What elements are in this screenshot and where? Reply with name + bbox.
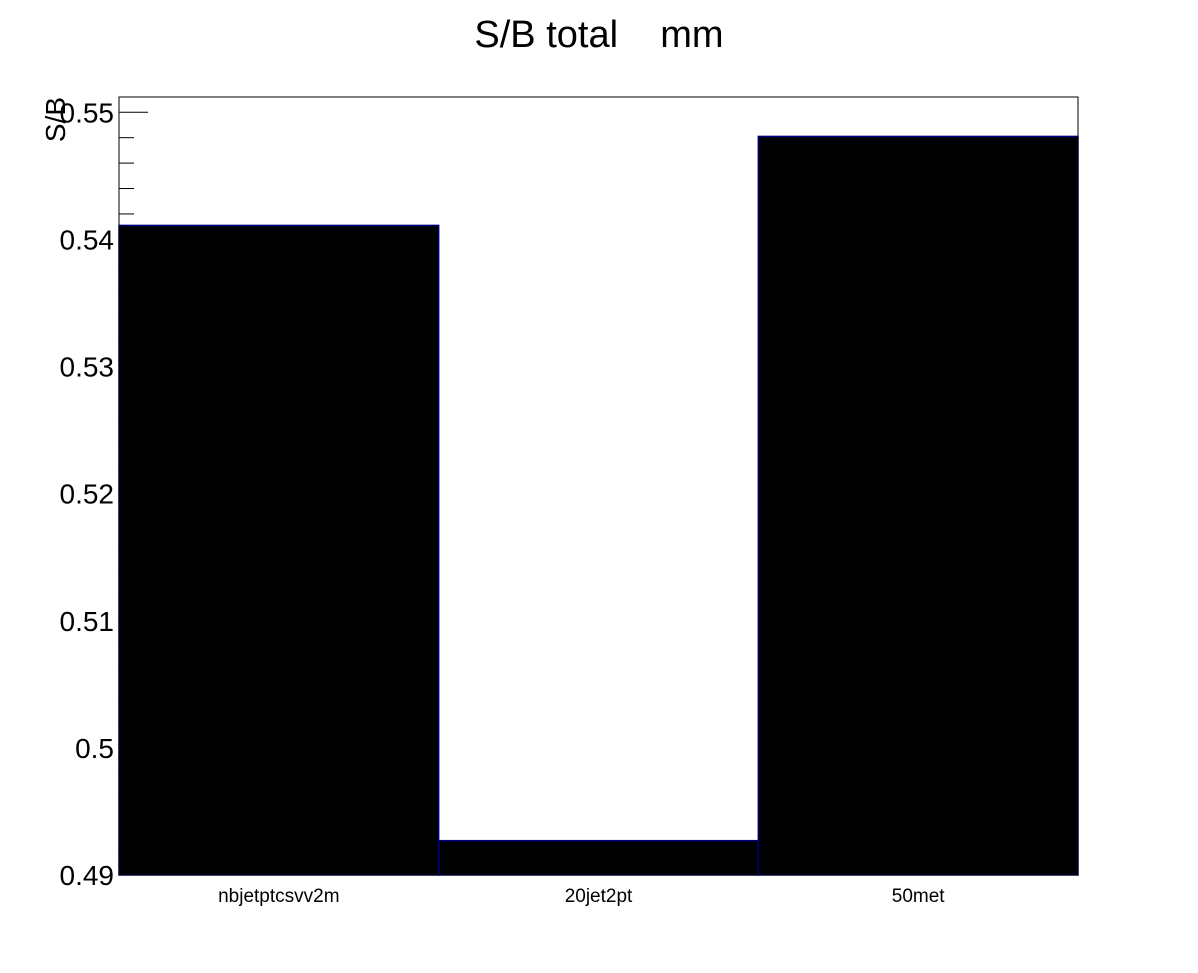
bars-group — [118, 135, 1079, 876]
x-tick-label: nbjetptcsvv2m — [218, 886, 339, 907]
plot-frame — [118, 96, 1079, 876]
x-tick-label: 50met — [892, 886, 946, 907]
bar-50met — [757, 135, 1079, 876]
bar-nbjetptcsvv2m — [118, 224, 440, 876]
y-tick-label: 0.52 — [60, 479, 115, 510]
x-tick-label: 20jet2pt — [565, 886, 633, 907]
y-tick-label: 0.49 — [60, 860, 115, 891]
y-tick-label: 0.54 — [60, 224, 115, 255]
y-tick-label: 0.51 — [60, 606, 115, 637]
y-tick-label: 0.53 — [60, 352, 115, 383]
y-tick-label: 0.5 — [75, 733, 114, 764]
x-axis: nbjetptcsvv2m 20jet2pt 50met — [218, 886, 945, 907]
y-tick-label: 0.55 — [60, 97, 115, 128]
chart-title: S/B total mm — [474, 14, 723, 56]
y-axis-label: S/B — [40, 97, 71, 142]
y-axis: 0.49 0.5 0.51 0.52 0.53 0.54 0.55 — [60, 97, 148, 891]
bar-20jet2pt — [437, 839, 760, 876]
